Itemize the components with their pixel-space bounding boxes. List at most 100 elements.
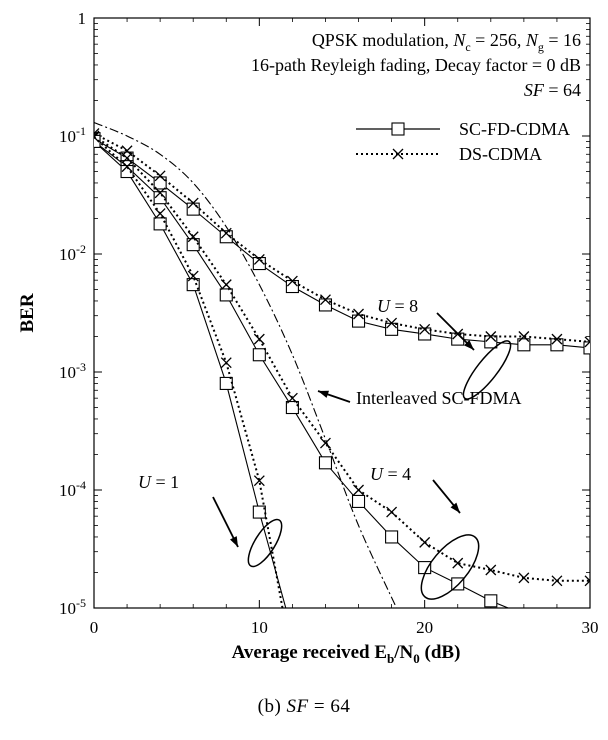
info-part: QPSK modulation, [312,30,454,50]
data-point-x [485,564,497,576]
legend-marker-2 [392,148,404,160]
y-axis-label: BER [17,293,38,332]
u-value: = 1 [151,472,179,492]
plot-frame [93,17,591,609]
data-point-square [219,288,233,302]
data-point-x [320,437,331,449]
data-point-square [153,176,167,190]
data-point-square [219,376,233,390]
data-point-square [186,278,200,292]
data-point-square [385,530,399,544]
y-tick-base: 10 [59,363,76,382]
data-point-x [220,279,232,291]
label-interleaved: Interleaved SC-FDMA [356,388,521,408]
data-point-square [285,400,299,415]
ellipse-u1 [247,518,283,568]
data-point-x [187,270,199,282]
x-tick-label: 20 [416,618,433,637]
caption-prefix: (b) [257,696,287,717]
y-tick-exponent: -3 [76,360,86,374]
data-point-x [154,208,166,220]
info-part: SF [524,80,545,100]
series-layer [94,122,590,608]
info-part: N [525,30,539,50]
u-value: = 8 [390,296,418,316]
data-point-x [154,170,166,182]
data-point-square [385,322,399,336]
info-part: g [538,40,544,54]
u-symbol: U [370,464,384,484]
x-tick-label: 0 [90,618,99,637]
data-point-square [484,335,498,349]
data-point-square [351,494,366,508]
data-point-square [318,456,333,470]
figure-caption: (b) SF = 64 [0,696,608,718]
info-line-2: 16-path Reyleigh fading, Decay factor = … [251,55,581,75]
caption-sf: SF [286,696,309,717]
y-tick-label: 10-2 [59,242,86,264]
x-label-text: Average received E [232,642,387,663]
y-tick-exponent: -4 [76,478,86,492]
data-point-square [120,164,134,179]
data-point-x [551,333,563,345]
label-u4: U = 4 [370,464,411,484]
data-point-x [94,131,100,143]
caption-suffix: = 64 [308,696,351,717]
y-tick-label: 10-5 [59,596,86,618]
data-point-square [418,327,432,341]
y-tick-exponent: -2 [76,242,86,256]
x-tick-label: 10 [251,618,268,637]
data-point-x [584,336,590,348]
data-point-x [419,536,431,548]
data-point-x [253,253,265,265]
legend-marker-1 [391,122,405,136]
arrow-interleaved-head [318,390,329,398]
data-point-square [418,561,432,575]
info-part: 16-path Reyleigh fading, Decay factor = … [251,55,581,75]
u-value: = 4 [383,464,411,484]
data-point-square [186,238,200,252]
info-part: c [465,40,470,54]
x-axis-label: Average received Eb/N0 (dB) [232,642,461,666]
data-point-square [153,217,167,231]
data-point-x [386,506,398,518]
data-point-x [584,575,590,587]
data-point-square [94,134,101,148]
ellipse-u8 [462,340,512,400]
info-part: = 64 [544,80,581,100]
data-point-x [220,227,232,239]
data-point-x [518,572,530,584]
y-tick-base: 10 [59,481,76,500]
data-point-x [386,317,398,329]
x-tick-label: 30 [582,618,599,637]
data-point-x [121,161,133,173]
legend-label-1: SC-FD-CDMA [459,119,570,139]
data-point-x [286,275,298,287]
label-u8: U = 8 [377,296,418,316]
x-label-sub: b [387,651,394,666]
arrow-u1-head [230,536,238,547]
data-point-x [320,294,331,306]
y-tick-label: 10-3 [59,360,86,382]
x-label-sub: 0 [413,651,420,666]
legend-label-2: DS-CDMA [459,144,542,164]
data-point-square [252,505,266,519]
series-line-6 [94,122,398,608]
data-point-x [187,231,199,243]
info-line-3: SF = 64 [524,80,581,100]
series-line-2 [94,140,510,608]
arrow-u4-head [450,502,460,513]
data-point-x [220,357,232,369]
data-point-x [485,331,497,342]
data-point-square [517,338,531,352]
y-tick-label: 1 [78,9,87,28]
data-point-x [121,152,133,164]
data-point-x [419,323,431,335]
series-line-3 [94,135,590,582]
data-point-square [550,338,564,352]
data-point-square [219,230,233,244]
x-label-text: /N [393,642,413,663]
info-part: = 16 [544,30,581,50]
u-symbol: U [377,296,391,316]
